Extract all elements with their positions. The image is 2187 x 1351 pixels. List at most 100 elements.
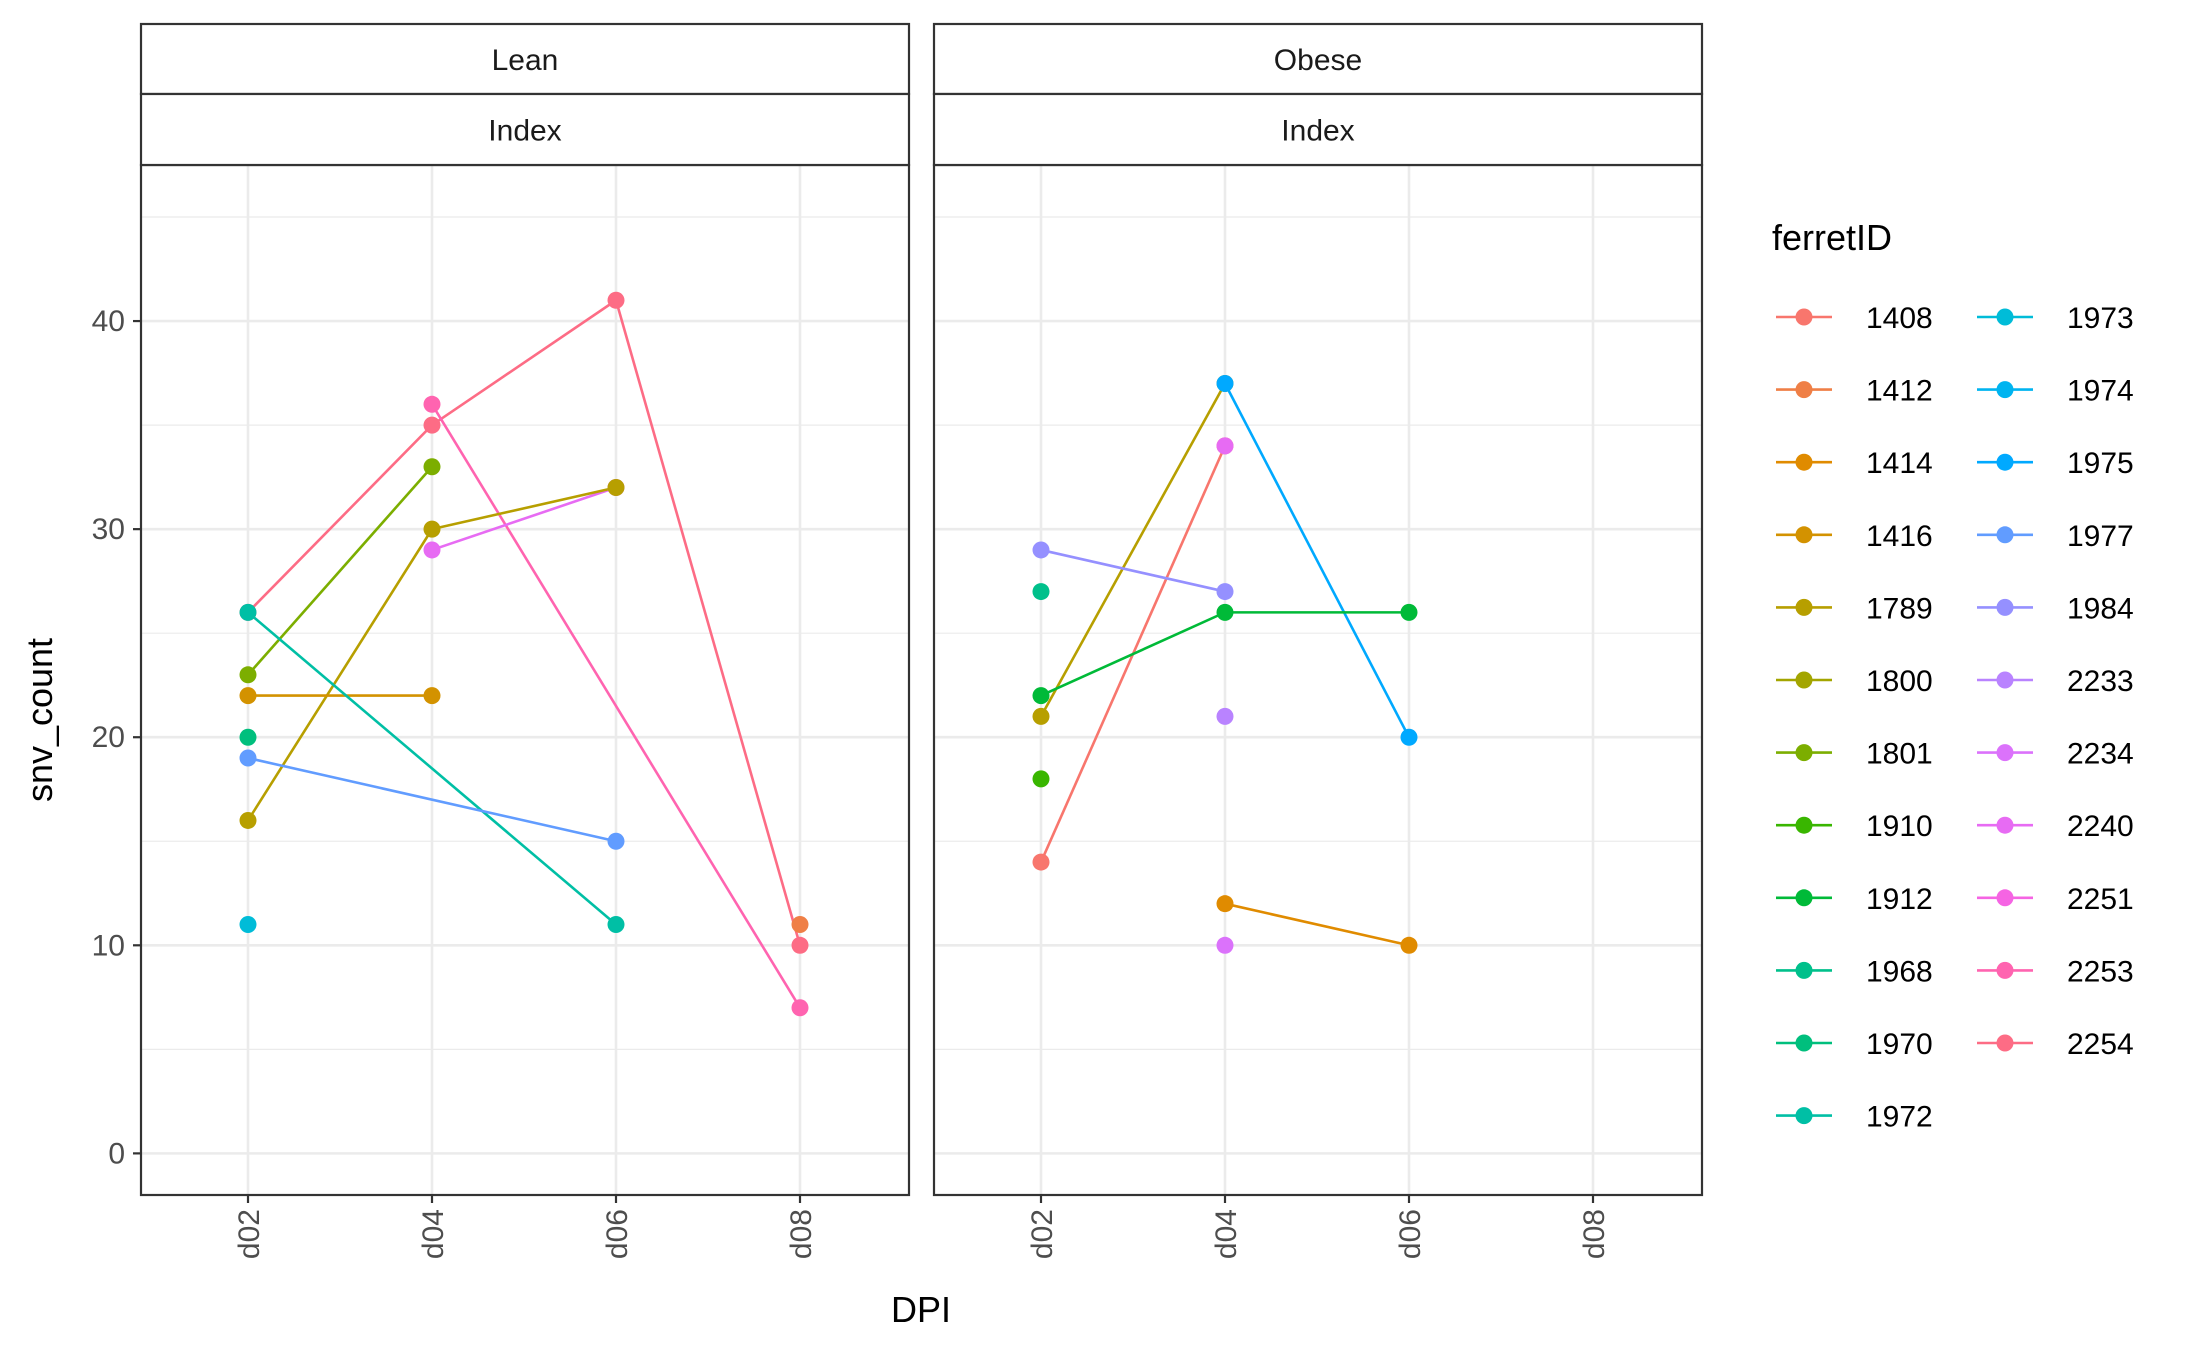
legend-key-point	[1996, 1034, 2014, 1052]
y-tick-label: 40	[92, 305, 125, 338]
x-tick-label: d08	[785, 1209, 818, 1259]
legend-item-1912: 1912	[1776, 883, 1933, 916]
legend-label: 1412	[1866, 375, 1933, 408]
legend-key-point	[1996, 526, 2014, 544]
y-axis: 0 10 20 30 40	[92, 305, 141, 1170]
legend-label: 1968	[1866, 955, 1933, 988]
data-point-2254	[423, 416, 441, 434]
data-point-1973	[239, 915, 257, 933]
series-line-2240	[431, 486, 617, 552]
legend-item-2234: 2234	[1977, 738, 2134, 771]
legend-label: 1414	[1866, 447, 1933, 480]
legend-key-point	[1795, 381, 1813, 399]
data-point-2234	[1216, 936, 1234, 954]
y-tick-label: 0	[108, 1137, 125, 1170]
legend-key-point	[1996, 889, 2014, 907]
data-point-2253	[423, 395, 441, 413]
x-tick-label: d04	[417, 1209, 450, 1259]
series-line-1789	[1039, 382, 1227, 718]
legend-label: 1977	[2067, 520, 2134, 553]
x-tick-label: d04	[1210, 1209, 1243, 1259]
data-point-1972	[239, 603, 257, 621]
panel-background	[141, 165, 909, 1195]
legend-label: 1970	[1866, 1028, 1933, 1061]
legend-item-1414: 1414	[1776, 447, 1933, 480]
legend-label: 2234	[2067, 738, 2134, 771]
strip-bottom-label: Index	[488, 115, 561, 148]
legend-key-point	[1996, 308, 2014, 326]
legend-title: ferretID	[1772, 217, 1892, 258]
legend-item-2251: 2251	[1977, 883, 2134, 916]
legend-item-1408: 1408	[1776, 302, 1933, 335]
data-point-1789	[1032, 707, 1050, 725]
legend-label: 2233	[2067, 665, 2134, 698]
data-point-2240	[423, 541, 441, 559]
data-point-1414	[1216, 895, 1234, 913]
strip-top-label: Obese	[1274, 44, 1362, 77]
legend-key-point	[1795, 453, 1813, 471]
panels: Lean Index d02 d04 d06 d08 Obese Index d02 d04 d06…	[139, 22, 1704, 1259]
x-tick-label: d06	[1394, 1209, 1427, 1259]
y-tick-label: 20	[92, 721, 125, 754]
legend-item-1984: 1984	[1977, 592, 2134, 625]
data-point-1414	[1400, 936, 1418, 954]
data-point-2254	[607, 291, 625, 309]
data-point-1910	[1032, 770, 1050, 788]
series-line-1801	[247, 465, 433, 676]
legend-item-1789: 1789	[1776, 592, 1933, 625]
data-point-1984	[1216, 583, 1234, 601]
data-point-1975	[1400, 728, 1418, 746]
data-point-1984	[1032, 541, 1050, 559]
legend-item-1973: 1973	[1977, 302, 2134, 335]
data-point-1416	[239, 687, 257, 705]
legend-label: 1984	[2067, 592, 2134, 625]
legend-item-1412: 1412	[1776, 375, 1933, 408]
data-point-1789	[239, 811, 257, 829]
strip-top-label: Lean	[492, 44, 559, 77]
legend-item-1974: 1974	[1977, 375, 2134, 408]
legend-key-point	[1996, 816, 2014, 834]
legend-item-2240: 2240	[1977, 810, 2134, 843]
legend-item-1910: 1910	[1776, 810, 1933, 843]
legend-label: 1408	[1866, 302, 1933, 335]
legend-item-2233: 2233	[1977, 665, 2134, 698]
legend-label: 1789	[1866, 592, 1933, 625]
series-line-1977	[247, 756, 617, 843]
data-point-1912	[1032, 687, 1050, 705]
legend-label: 1975	[2067, 447, 2134, 480]
data-point-1789	[423, 520, 441, 538]
legend-key-point	[1996, 598, 2014, 616]
legend-label: 1800	[1866, 665, 1933, 698]
x-axis-title: DPI	[891, 1289, 951, 1330]
data-point-1801	[239, 666, 257, 684]
legend-key-point	[1795, 889, 1813, 907]
data-point-1408	[1032, 853, 1050, 871]
series-line-1972	[247, 611, 617, 926]
legend-item-1968: 1968	[1776, 955, 1933, 988]
legend-item-1977: 1977	[1977, 520, 2134, 553]
legend-label: 1973	[2067, 302, 2134, 335]
legend-label: 1910	[1866, 810, 1933, 843]
data-point-1972	[607, 915, 625, 933]
y-axis-title: snv_count	[19, 638, 60, 802]
data-point-2253	[791, 999, 809, 1017]
data-point-1970	[239, 728, 257, 746]
legend-item-1416: 1416	[1776, 520, 1933, 553]
legend-key-point	[1795, 671, 1813, 689]
legend-item-1975: 1975	[1977, 447, 2134, 480]
legend-item-2253: 2253	[1977, 955, 2134, 988]
legend-label: 1912	[1866, 883, 1933, 916]
data-point-2240	[1216, 437, 1234, 455]
legend-key-point	[1996, 961, 2014, 979]
x-tick-label: d08	[1578, 1209, 1611, 1259]
x-tick-label: d02	[1026, 1209, 1059, 1259]
data-point-1416	[423, 687, 441, 705]
data-point-1975	[1216, 374, 1234, 392]
legend-key-point	[1795, 308, 1813, 326]
legend-key-point	[1795, 744, 1813, 762]
strip-bottom-box	[932, 92, 1704, 167]
data-point-1912	[1216, 603, 1234, 621]
series-line-1975	[1223, 382, 1411, 738]
data-point-2254	[791, 936, 809, 954]
